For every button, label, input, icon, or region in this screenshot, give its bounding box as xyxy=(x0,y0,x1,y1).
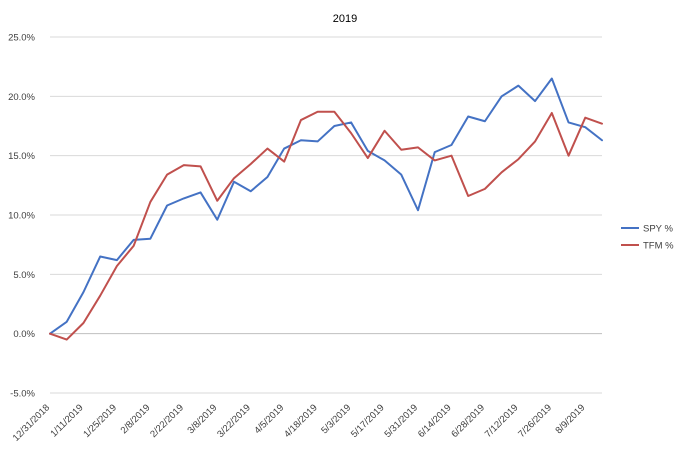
x-tick-label: 3/8/2019 xyxy=(185,402,219,436)
chart-title: 2019 xyxy=(333,13,357,25)
x-tick-label: 3/22/2019 xyxy=(215,402,253,440)
x-tick-label: 12/31/2018 xyxy=(11,402,52,443)
series-line-spy xyxy=(49,77,603,335)
y-tick-label: 20.0% xyxy=(8,92,35,103)
series-line-tfm xyxy=(49,110,603,341)
x-tick-label: 6/28/2019 xyxy=(449,402,487,440)
gridlines xyxy=(50,36,602,394)
series-lines xyxy=(49,77,603,341)
x-tick-label: 7/12/2019 xyxy=(483,402,521,440)
x-tick-label: 8/9/2019 xyxy=(553,402,587,436)
x-tick-label: 1/25/2019 xyxy=(81,402,119,440)
y-tick-label: -5.0% xyxy=(10,389,35,400)
x-tick-label: 2/22/2019 xyxy=(148,402,186,440)
x-tick-label: 2/8/2019 xyxy=(119,402,153,436)
x-tick-label: 5/31/2019 xyxy=(382,402,420,440)
legend-label: TFM % xyxy=(643,241,674,252)
y-tick-label: 0.0% xyxy=(13,329,35,340)
x-tick-label: 5/17/2019 xyxy=(349,402,387,440)
legend: SPY % TFM % xyxy=(621,224,674,252)
y-tick-label: 10.0% xyxy=(8,211,35,222)
legend-label: SPY % xyxy=(643,224,673,235)
x-tick-label: 5/3/2019 xyxy=(319,402,353,436)
x-tick-label: 1/11/2019 xyxy=(48,402,85,439)
y-axis-tick-labels: -5.0% 0.0% 5.0% 10.0% 15.0% 20.0% 25.0% xyxy=(8,33,35,400)
y-tick-label: 5.0% xyxy=(13,270,35,281)
x-tick-label: 4/18/2019 xyxy=(282,402,320,440)
y-tick-label: 15.0% xyxy=(8,151,35,162)
x-tick-label: 6/14/2019 xyxy=(416,402,454,440)
x-tick-label: 7/26/2019 xyxy=(516,402,554,440)
x-tick-label: 4/5/2019 xyxy=(252,402,286,436)
y-tick-label: 25.0% xyxy=(8,33,35,44)
